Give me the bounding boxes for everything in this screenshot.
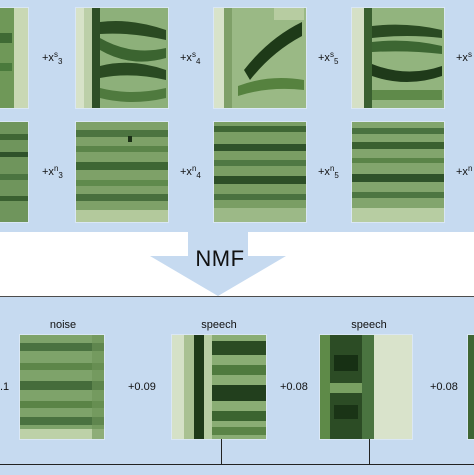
basis-coefficient-3: +0.08 bbox=[280, 381, 308, 393]
coefficient-x-n-6: +xn bbox=[456, 164, 473, 178]
coefficient-x-s-6: +xs bbox=[456, 50, 472, 64]
basis-label-noise: noise bbox=[49, 319, 77, 331]
coefficient-x-n-3: +xn3 bbox=[42, 164, 63, 180]
basis-coefficient-2: +0.09 bbox=[128, 381, 156, 393]
basis-spectrogram-speech-1 bbox=[172, 335, 266, 439]
coefficient-x-s-4: +xs4 bbox=[180, 50, 201, 66]
input-spectrograms-panel: +xs3 +xs4 +xs5 +xs bbox=[0, 0, 474, 232]
nmf-label: NMF bbox=[195, 246, 245, 271]
basis-coefficient-4: +0.08 bbox=[430, 381, 458, 393]
noise-spectrogram-5 bbox=[352, 122, 444, 222]
coefficient-x-n-5: +xn5 bbox=[318, 164, 339, 180]
coefficient-x-s-5: +xs5 bbox=[318, 50, 339, 66]
basis-spectrogram-speech-3 bbox=[468, 335, 474, 439]
basis-label-speech-2: speech bbox=[351, 319, 387, 331]
nmf-basis-panel: .1 noise +0.09 speech +0.08 speech bbox=[0, 296, 474, 475]
basis-spectrogram-noise bbox=[20, 335, 104, 439]
coefficient-x-s-3: +xs3 bbox=[42, 50, 63, 66]
coefficient-x-n-4: +xn4 bbox=[180, 164, 201, 180]
noise-spectrogram-2 bbox=[0, 122, 28, 222]
summation-bracket-stem-2 bbox=[369, 439, 370, 465]
speech-spectrogram-2 bbox=[0, 8, 28, 108]
noise-spectrogram-4 bbox=[214, 122, 306, 222]
speech-spectrogram-4 bbox=[214, 8, 306, 108]
basis-spectrogram-speech-2 bbox=[320, 335, 412, 439]
speech-spectrogram-3 bbox=[76, 8, 168, 108]
basis-coefficient-1: .1 bbox=[0, 381, 10, 393]
basis-label-speech-1: speech bbox=[201, 319, 237, 331]
summation-bracket-line bbox=[0, 464, 474, 465]
noise-spectrogram-3 bbox=[76, 122, 168, 222]
summation-bracket-stem-1 bbox=[221, 439, 222, 465]
speech-spectrogram-5 bbox=[352, 8, 444, 108]
nmf-arrow bbox=[150, 232, 286, 296]
